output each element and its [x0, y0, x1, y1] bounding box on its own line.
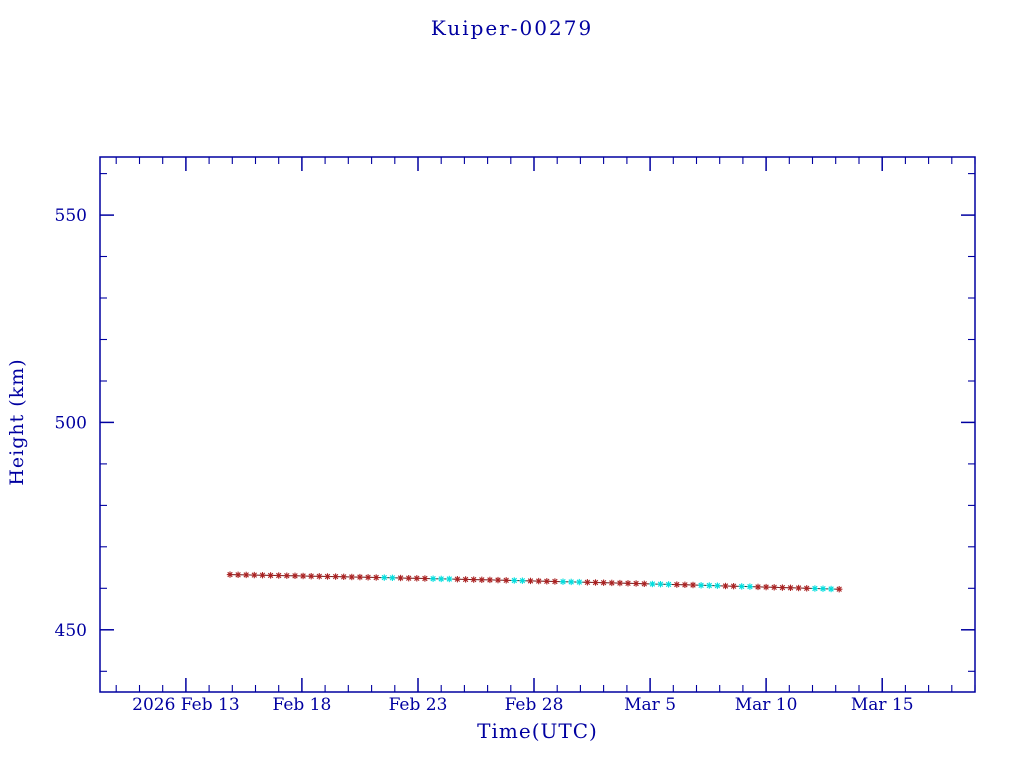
x-tick-labels: 2026 Feb 13 Feb 18 Feb 23 Feb 28 Mar 5 Mar 10…: [132, 695, 913, 715]
major-ticks: [100, 157, 975, 692]
svg-text:Feb 18: Feb 18: [272, 695, 331, 715]
svg-text:Mar 15: Mar 15: [851, 695, 914, 715]
svg-text:Feb 23: Feb 23: [389, 695, 448, 715]
svg-text:500: 500: [55, 413, 87, 433]
x-axis-label: Time(UTC): [477, 719, 598, 743]
svg-text:Mar 10: Mar 10: [735, 695, 798, 715]
svg-text:Mar 5: Mar 5: [624, 695, 676, 715]
y-tick-labels: 450 500 550: [55, 206, 87, 641]
svg-text:450: 450: [55, 621, 87, 641]
minor-ticks: [100, 157, 976, 692]
svg-text:550: 550: [55, 206, 87, 226]
plot-frame: [99, 156, 976, 693]
svg-text:Feb 28: Feb 28: [505, 695, 564, 715]
svg-text:2026 Feb 13: 2026 Feb 13: [132, 695, 240, 715]
series-markers: [226, 571, 843, 593]
series-line: [229, 574, 840, 590]
chart-title: Kuiper-00279: [430, 16, 594, 40]
